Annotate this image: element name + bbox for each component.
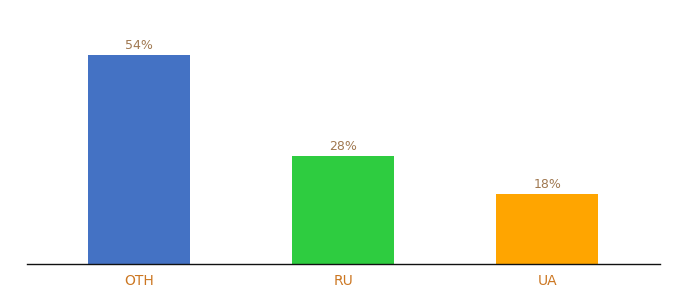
Bar bbox=[496, 194, 598, 264]
Bar bbox=[88, 55, 190, 264]
Text: 54%: 54% bbox=[126, 39, 153, 52]
Bar bbox=[292, 156, 394, 264]
Text: 18%: 18% bbox=[534, 178, 561, 191]
Text: 28%: 28% bbox=[330, 140, 357, 152]
